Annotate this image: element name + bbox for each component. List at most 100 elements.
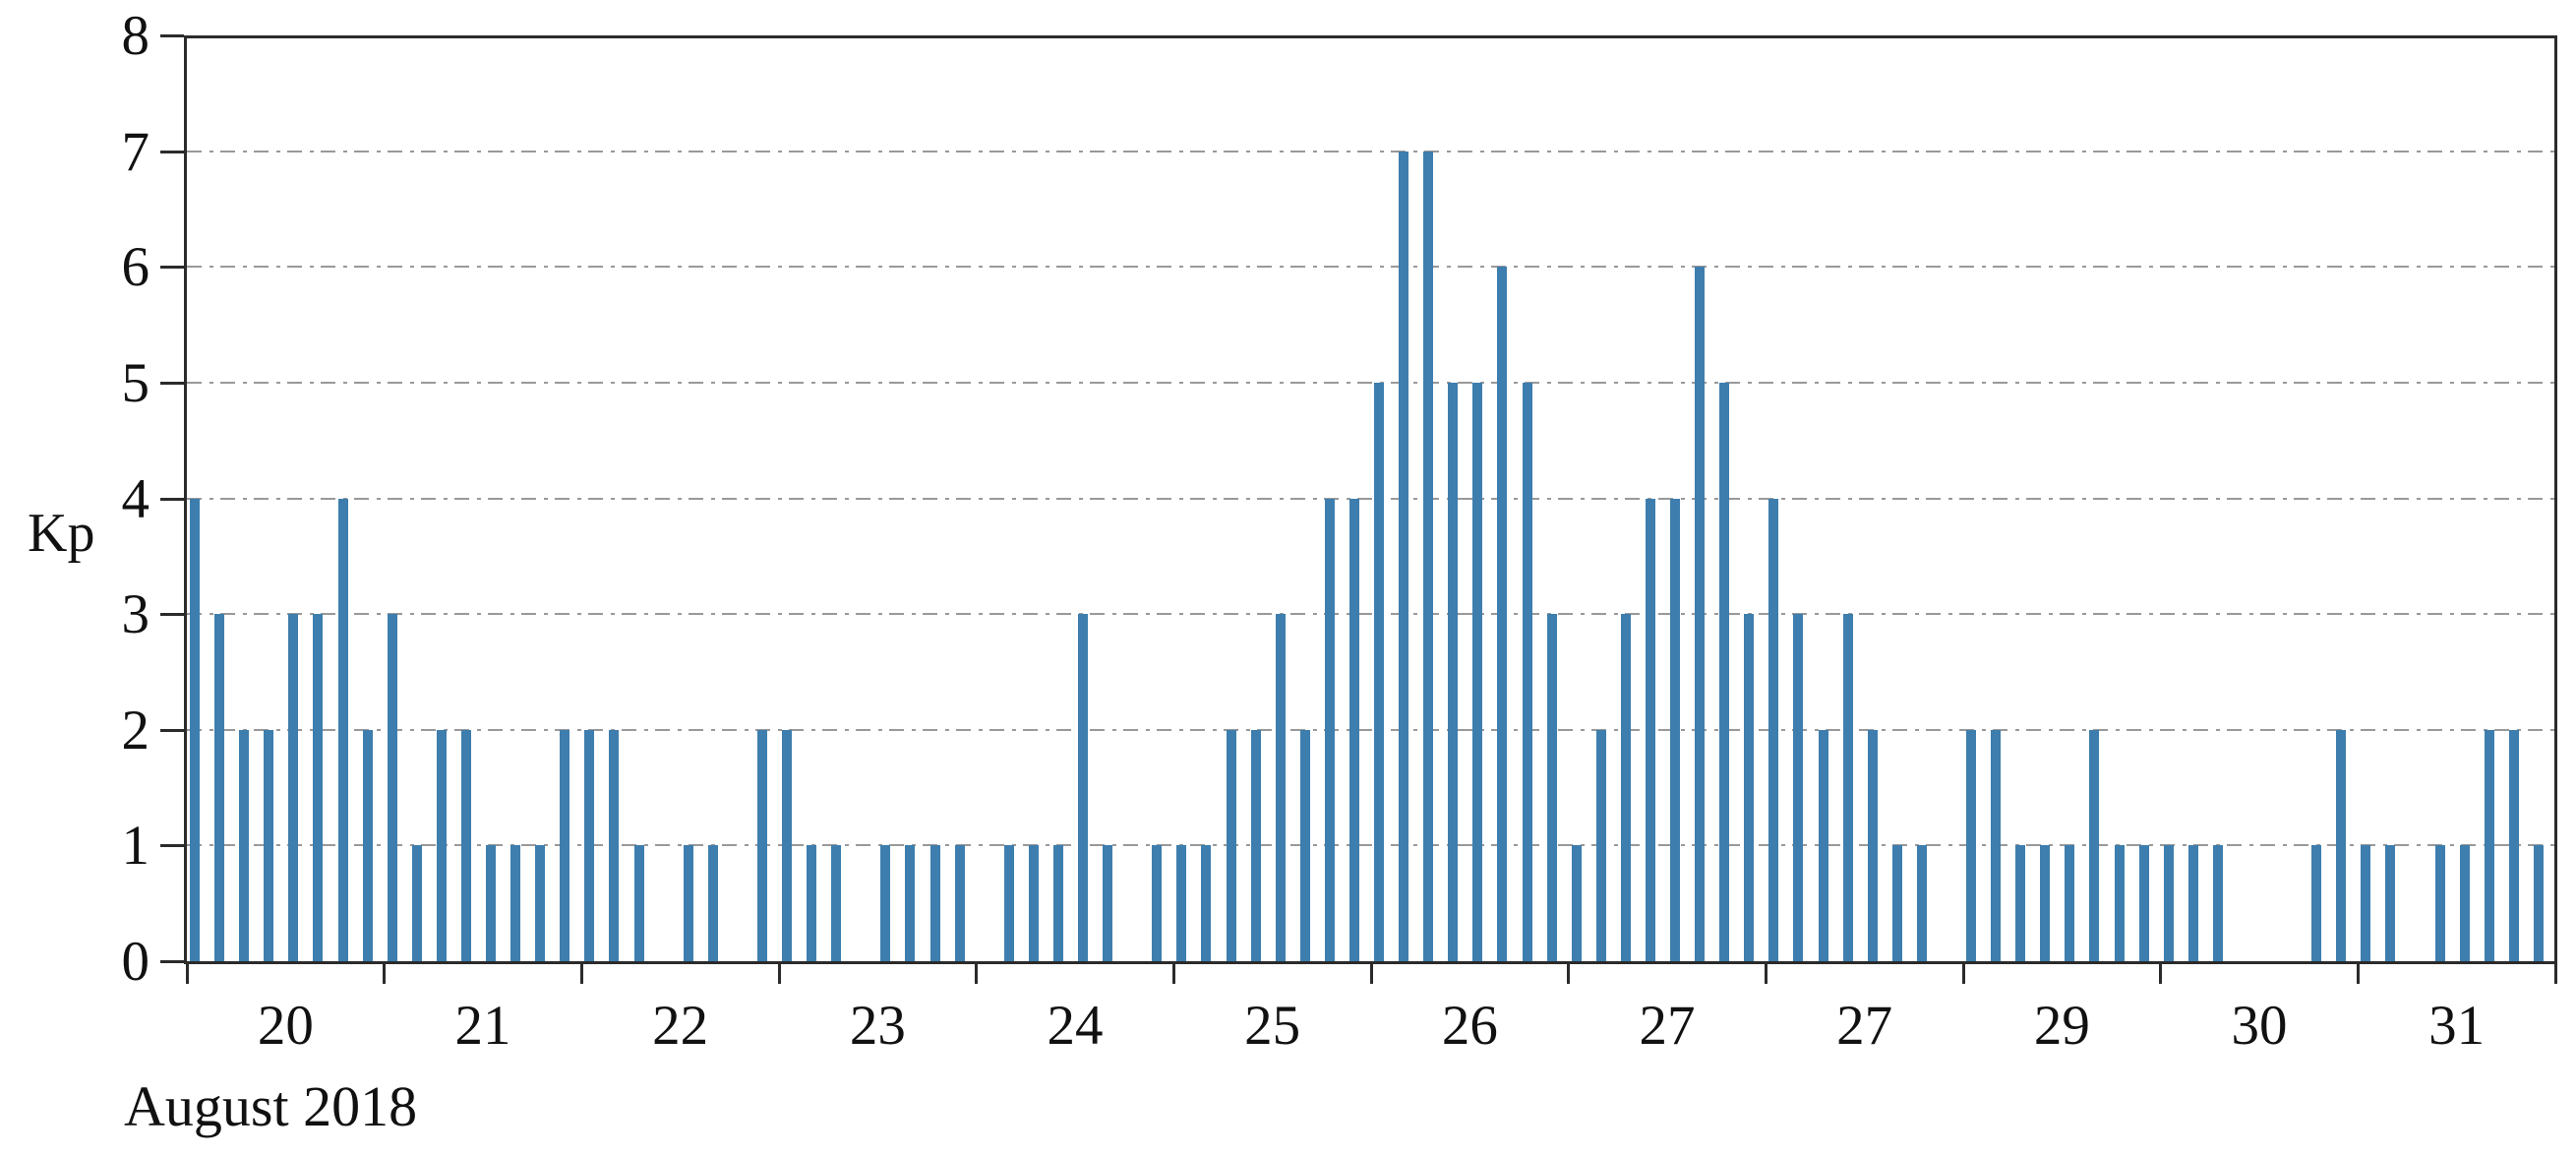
kp-bar xyxy=(510,845,521,961)
kp-bar xyxy=(1695,267,1706,961)
x-tick-mark xyxy=(383,961,387,984)
plot-frame-top xyxy=(184,35,2557,38)
y-tick-mark xyxy=(160,497,184,501)
x-tick-mark xyxy=(1369,961,1373,984)
kp-bar xyxy=(2212,845,2223,961)
kp-bar xyxy=(1645,498,1655,961)
kp-bar xyxy=(2484,729,2494,961)
kp-bar xyxy=(2434,845,2445,961)
kp-bar xyxy=(1719,382,1730,961)
kp-bar xyxy=(782,729,792,961)
y-tick-mark xyxy=(160,613,184,617)
kp-bar xyxy=(1324,498,1335,961)
kp-bar xyxy=(1966,729,1976,961)
kp-bar xyxy=(1275,614,1286,961)
kp-bar xyxy=(2040,845,2051,961)
kp-bar xyxy=(2089,729,2100,961)
x-day-label: 20 xyxy=(257,995,314,1057)
kp-bar xyxy=(1497,267,1508,961)
gridline-kp-1 xyxy=(187,844,2555,847)
y-tick-label: 3 xyxy=(121,583,150,646)
y-tick-label: 2 xyxy=(121,699,150,761)
kp-bar xyxy=(1768,498,1779,961)
kp-bar xyxy=(190,498,200,961)
kp-bar xyxy=(1546,614,1557,961)
kp-bar xyxy=(288,614,299,961)
kp-bar xyxy=(1226,729,1236,961)
kp-bar xyxy=(2138,845,2149,961)
kp-bar xyxy=(1028,845,1039,961)
kp-bar xyxy=(1472,382,1483,961)
kp-bar xyxy=(2065,845,2075,961)
y-tick-label: 7 xyxy=(121,120,150,183)
kp-bar xyxy=(683,845,693,961)
kp-bar xyxy=(954,845,965,961)
x-day-label: 22 xyxy=(652,995,709,1057)
kp-bar xyxy=(880,845,891,961)
x-tick-mark xyxy=(185,961,189,984)
kp-bar xyxy=(1078,614,1088,961)
kp-bar xyxy=(2459,845,2470,961)
x-tick-mark xyxy=(975,961,979,984)
gridline-kp-2 xyxy=(187,728,2555,731)
kp-bar xyxy=(2163,845,2174,961)
x-day-label: 29 xyxy=(2033,995,2090,1057)
y-tick-mark xyxy=(160,34,184,37)
kp-bar xyxy=(1842,614,1853,961)
kp-bar xyxy=(584,729,595,961)
x-day-label: 31 xyxy=(2428,995,2486,1057)
kp-bar xyxy=(313,614,324,961)
kp-bar xyxy=(831,845,842,961)
kp-bar xyxy=(1399,151,1409,961)
kp-bar xyxy=(2361,845,2371,961)
kp-bar xyxy=(362,729,373,961)
x-day-label: 26 xyxy=(1441,995,1498,1057)
kp-bar xyxy=(1916,845,1927,961)
y-tick-mark xyxy=(160,960,184,963)
y-tick-label: 1 xyxy=(121,815,150,878)
x-day-label: 27 xyxy=(1836,995,1893,1057)
kp-bar xyxy=(239,729,250,961)
kp-bar xyxy=(905,845,916,961)
kp-bar xyxy=(1448,382,1459,961)
x-tick-mark xyxy=(579,961,583,984)
kp-bar xyxy=(387,614,397,961)
kp-bar xyxy=(1595,729,1606,961)
x-tick-mark xyxy=(1961,961,1965,984)
y-tick-label: 8 xyxy=(121,5,150,67)
kp-bar xyxy=(929,845,940,961)
kp-bar xyxy=(1374,382,1384,961)
y-tick-label: 4 xyxy=(121,467,150,530)
y-tick-label: 5 xyxy=(121,351,150,414)
kp-bar xyxy=(1620,614,1631,961)
kp-bar xyxy=(1818,729,1828,961)
kp-bar xyxy=(560,729,570,961)
gridline-kp-6 xyxy=(187,266,2555,269)
gridline-kp-7 xyxy=(187,150,2555,152)
kp-bar xyxy=(214,614,225,961)
y-tick-mark xyxy=(160,266,184,270)
kp-bar xyxy=(1003,845,1014,961)
kp-bar xyxy=(1891,845,1902,961)
kp-bar xyxy=(2508,729,2519,961)
gridline-kp-4 xyxy=(187,497,2555,500)
x-tick-mark xyxy=(2356,961,2360,984)
kp-bar xyxy=(411,845,422,961)
kp-bar xyxy=(460,729,471,961)
x-day-label: 30 xyxy=(2231,995,2288,1057)
y-tick-mark xyxy=(160,844,184,848)
y-axis-title: Kp xyxy=(28,503,95,564)
kp-bar xyxy=(633,845,644,961)
y-tick-label: 0 xyxy=(121,931,150,993)
y-tick-mark xyxy=(160,728,184,732)
gridline-kp-5 xyxy=(187,381,2555,384)
x-day-label: 24 xyxy=(1047,995,1104,1057)
kp-bar xyxy=(1991,729,2002,961)
kp-bar xyxy=(609,729,620,961)
x-day-label: 23 xyxy=(849,995,906,1057)
kp-bar xyxy=(2385,845,2396,961)
x-tick-mark xyxy=(777,961,781,984)
kp-bar xyxy=(1299,729,1310,961)
plot-frame-right xyxy=(2554,35,2557,964)
